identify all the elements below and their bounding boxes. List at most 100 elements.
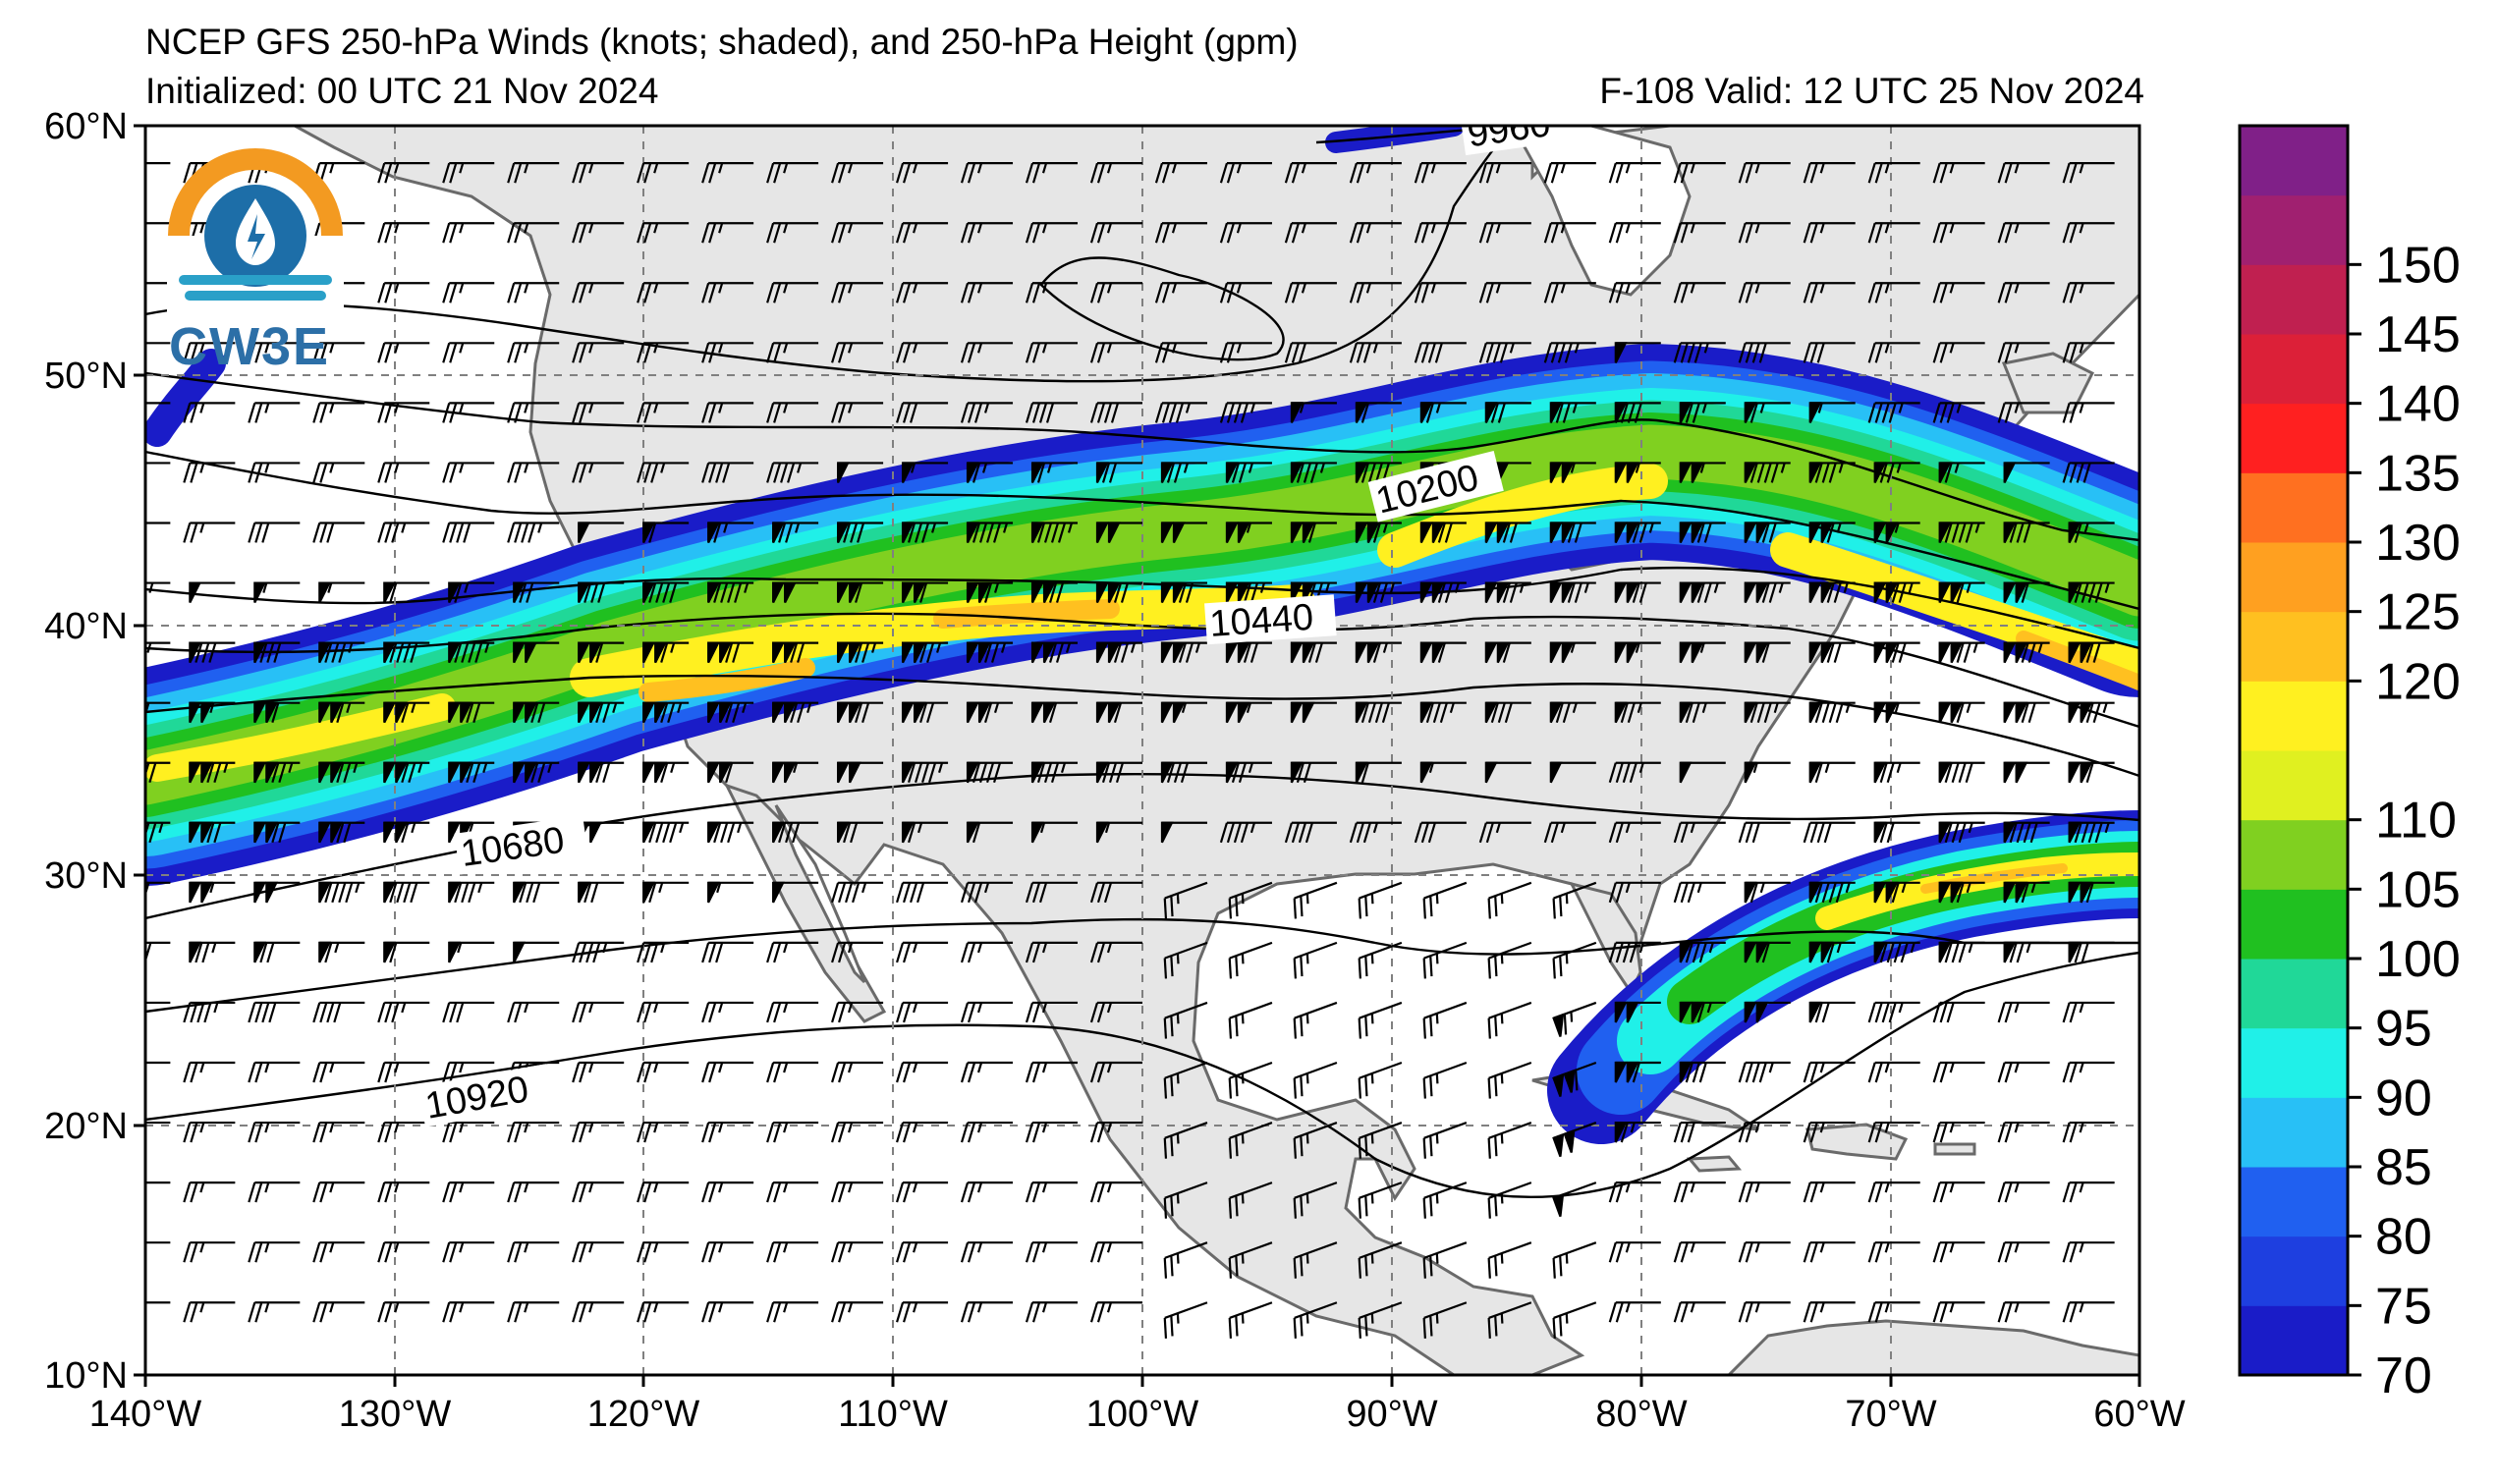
wind-barb-feather [797, 702, 805, 723]
wind-barb-feather [896, 282, 905, 303]
wind-barb-feather [908, 762, 916, 784]
wind-barb-feather [449, 282, 458, 303]
initialized-time: Initialized: 00 UTC 21 Nov 2024 [145, 71, 659, 111]
wind-barb-half-feather [1106, 1002, 1113, 1014]
wind-barb-feather [131, 643, 137, 663]
wind-barb-staff [1488, 1182, 1532, 1199]
wind-barb-feather [1429, 896, 1433, 917]
wind-barb-half-feather [1884, 1062, 1890, 1073]
wind-barb-feather [1803, 822, 1811, 844]
wind-barb-feather [1749, 702, 1758, 723]
wind-barb-feather [1425, 403, 1434, 423]
wind-barb-staff [1359, 1122, 1403, 1139]
wind-barb-feather [1163, 1077, 1168, 1099]
wind-barb-feather [190, 343, 198, 363]
wind-barb-flag [1885, 641, 1899, 664]
wind-barb-feather [861, 642, 870, 663]
wind-barb-feather [1166, 762, 1176, 784]
wind-barb-feather [766, 403, 775, 423]
wind-barb-staff [1488, 1061, 1532, 1079]
wind-barb-half-feather [1106, 1301, 1113, 1313]
wind-barb-flag [1237, 641, 1250, 664]
wind-barb-flag [966, 522, 979, 543]
wind-barb-feather [254, 1122, 263, 1143]
wind-barb-half-feather [1106, 222, 1113, 234]
wind-barb-feather [1163, 1017, 1168, 1039]
wind-barb-feather [960, 1122, 970, 1143]
wind-barb-flag [1679, 462, 1693, 483]
wind-barb-feather [1997, 1241, 2006, 1263]
wind-barb-feather [1101, 762, 1111, 784]
wind-barb-feather [773, 1062, 782, 1083]
wind-barb-feather [521, 522, 529, 543]
wind-barb-flag [1561, 581, 1575, 604]
wind-barb-feather [1956, 882, 1965, 904]
wind-barb-feather [1932, 343, 1941, 363]
wind-barb-flag [395, 701, 409, 724]
wind-barb-feather [1703, 582, 1712, 603]
wind-barb-feather [1497, 403, 1506, 423]
wind-barb-feather [254, 1301, 263, 1323]
wind-barb-feather [454, 582, 463, 603]
wind-barb-half-feather [653, 1182, 659, 1193]
wind-barb-half-feather [913, 1182, 918, 1193]
wind-barb-feather [732, 642, 741, 663]
wind-barb-feather [2004, 343, 2013, 363]
wind-barb-feather [831, 1241, 840, 1263]
wind-barb-feather [442, 403, 451, 423]
wind-barb-feather [1031, 222, 1041, 244]
wind-barb-half-feather [1194, 642, 1201, 653]
wind-barb-feather [896, 162, 905, 184]
wind-barb-feather [1620, 702, 1629, 723]
wind-barb-half-feather [588, 1122, 594, 1133]
wind-barb-feather [1680, 1241, 1689, 1263]
wind-barb-flag [913, 581, 926, 604]
wind-barb-feather [967, 343, 976, 363]
wind-barb-feather [1550, 162, 1559, 184]
wind-barb-flag [265, 821, 279, 844]
wind-barb-half-feather [1248, 463, 1254, 473]
wind-barb-feather [572, 1182, 581, 1203]
wind-barb-feather [2016, 942, 2025, 963]
wind-barb-half-feather [199, 343, 205, 354]
wind-barb-half-feather [848, 1241, 854, 1253]
wind-barb-feather [2074, 522, 2082, 543]
wind-barb-half-feather [1780, 463, 1786, 473]
wind-barb-feather [1555, 702, 1564, 723]
wind-barb-feather [1946, 1002, 1955, 1023]
wind-barb-half-feather [524, 1241, 529, 1253]
wind-barb-feather [507, 222, 516, 244]
wind-barb-feather [1372, 522, 1381, 543]
wind-barb-feather [831, 403, 840, 423]
wind-barb-half-feather [913, 1122, 918, 1133]
wind-barb-feather [896, 882, 905, 904]
wind-barb-flag [1938, 641, 1952, 664]
wind-barb-feather [643, 222, 652, 244]
wind-barb-flag [1419, 761, 1433, 784]
wind-barb-feather [1634, 403, 1642, 423]
wind-barb-feather [1293, 1017, 1297, 1039]
wind-barb-half-feather [1041, 1002, 1048, 1014]
wind-barb-feather [1429, 956, 1433, 977]
wind-barb-feather [1057, 522, 1067, 543]
wind-barb-half-feather [848, 1122, 854, 1133]
wind-barb-feather [1231, 463, 1241, 483]
wind-barb-feather [1867, 1301, 1876, 1323]
wind-barb-flag [1160, 462, 1174, 483]
wind-barb-half-feather [2014, 1301, 2020, 1313]
wind-barb-feather [1567, 522, 1576, 543]
wind-barb-flag [1873, 701, 1887, 724]
wind-barb-half-feather [1000, 642, 1007, 653]
wind-barb-feather [1608, 1301, 1617, 1323]
wind-barb-staff [1553, 1301, 1597, 1319]
wind-barb-half-feather [742, 702, 748, 713]
wind-barb-flag [1107, 701, 1121, 724]
wind-barb-feather [1437, 522, 1446, 543]
wind-barb-half-feather [1305, 1072, 1309, 1084]
wind-barb-feather [1874, 1062, 1883, 1083]
wind-barb-half-feather [848, 282, 854, 294]
wind-barb-flag [966, 701, 979, 724]
wind-barb-flag [1030, 641, 1044, 664]
wind-barb-feather [2087, 822, 2096, 844]
wind-barb-half-feather [1319, 463, 1325, 473]
